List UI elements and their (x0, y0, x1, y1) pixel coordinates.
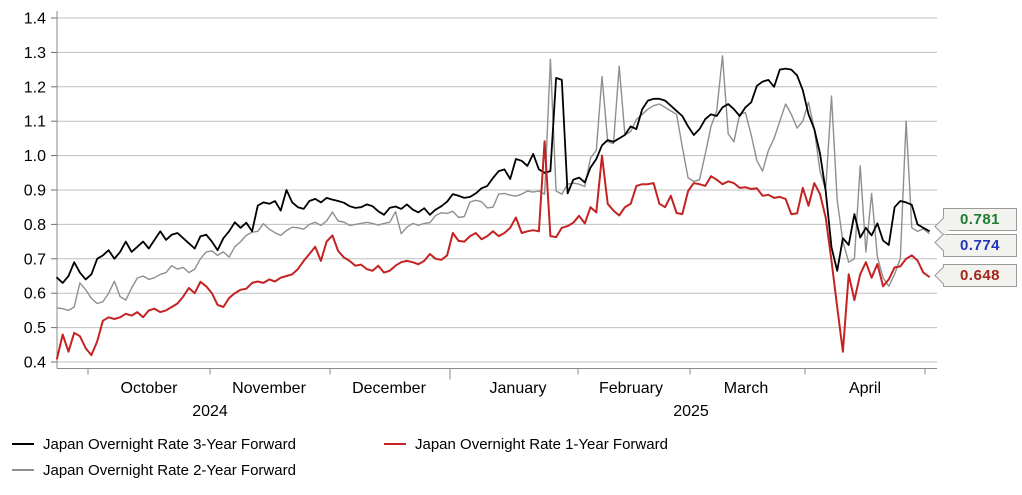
legend-item: Japan Overnight Rate 1-Year Forward (384, 436, 668, 453)
legend-label: Japan Overnight Rate 2-Year Forward (43, 461, 296, 479)
y-axis-label: 1.2 (24, 79, 46, 96)
legend-row: Japan Overnight Rate 3-Year Forward Japan… (12, 431, 912, 457)
legend-swatch (12, 469, 34, 471)
plot-area: 1.4 1.3 1.2 1.1 1.0 0.9 0.8 0.7 0.6 0.5 0.4 October… (24, 11, 937, 420)
y-axis-label: 1.4 (24, 11, 46, 28)
end-value-callout-3-year: 0.781 (943, 208, 1017, 231)
legend-label: Japan Overnight Rate 1-Year Forward (415, 435, 668, 453)
series-line-1 (56, 55, 930, 312)
y-axis-label: 0.9 (24, 183, 46, 200)
end-value-callout-2-year: 0.774 (943, 234, 1017, 257)
y-axis-label: 0.5 (24, 320, 46, 337)
x-axis-month-label: March (724, 380, 768, 397)
y-axis-label: 1.0 (24, 148, 46, 165)
x-axis-month-label: April (849, 380, 881, 397)
legend-swatch (12, 443, 34, 445)
x-axis-month-label: January (490, 380, 547, 397)
y-axis-label: 0.8 (24, 217, 46, 234)
chart-legend: Japan Overnight Rate 3-Year Forward Japan… (12, 431, 912, 483)
x-axis-month-label: December (352, 380, 426, 397)
y-axis-label: 1.3 (24, 45, 46, 62)
x-axis-month-label: February (599, 380, 663, 397)
x-axis-month-label: November (232, 380, 306, 397)
x-axis-year-label: 2024 (192, 403, 228, 420)
legend-label: Japan Overnight Rate 3-Year Forward (43, 435, 296, 453)
x-axis-year-label: 2025 (673, 403, 709, 420)
series-line-2 (56, 140, 930, 360)
series-line-0 (56, 67, 930, 284)
y-axis-label: 0.6 (24, 286, 46, 303)
y-axis-label: 0.7 (24, 251, 46, 268)
y-axis-label: 0.4 (24, 355, 46, 372)
legend-item: Japan Overnight Rate 3-Year Forward (12, 436, 384, 453)
x-axis-month-label: October (121, 380, 179, 397)
legend-row: Japan Overnight Rate 2-Year Forward (12, 457, 912, 483)
end-value-callout-1-year: 0.648 (943, 264, 1017, 287)
legend-swatch (384, 443, 406, 445)
legend-item: Japan Overnight Rate 2-Year Forward (12, 462, 384, 479)
y-axis-label: 1.1 (24, 114, 46, 131)
